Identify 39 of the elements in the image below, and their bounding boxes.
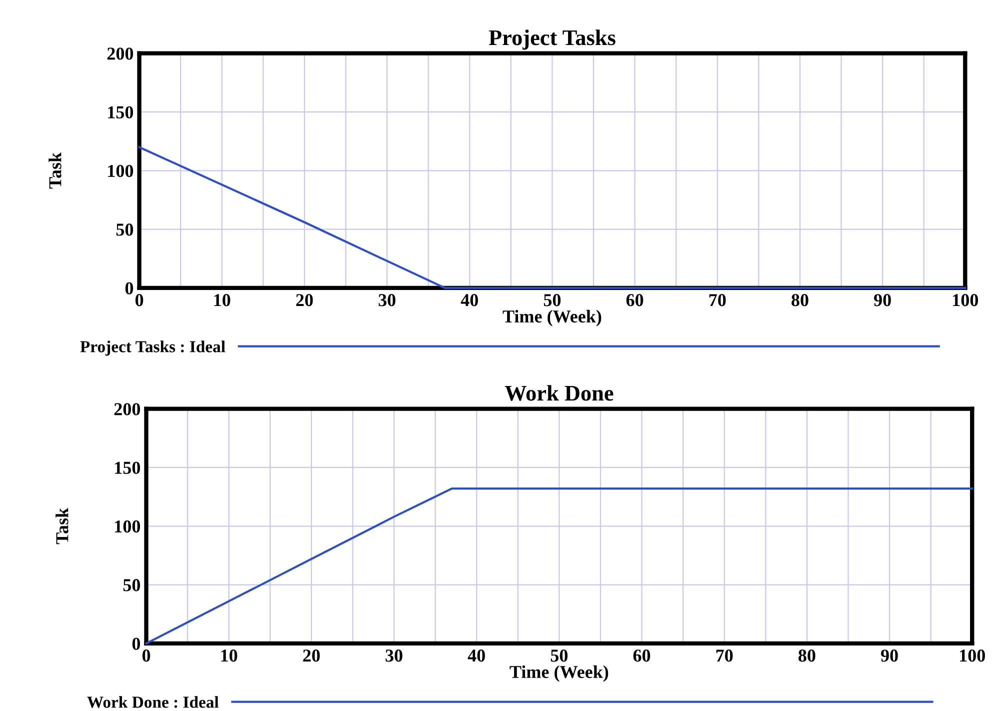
x-tick-label: 70	[716, 650, 733, 662]
x-tick-label: 60	[633, 650, 650, 662]
x-tick-label: 80	[792, 294, 808, 306]
x-axis-title: Time (Week)	[510, 665, 608, 682]
y-tick-label: 50	[123, 579, 140, 592]
x-tick-label: 0	[142, 650, 150, 662]
x-tick-label: 40	[460, 294, 478, 306]
x-tick-label: 60	[626, 294, 644, 306]
x-tick-label: 40	[468, 650, 485, 662]
y-tick-label: 200	[107, 48, 134, 60]
y-tick-label: 50	[116, 224, 134, 236]
chart-title: Project Tasks	[488, 30, 616, 50]
x-tick-label: 80	[798, 650, 816, 662]
x-tick-label: 70	[709, 294, 726, 306]
x-tick-label: 90	[874, 294, 891, 306]
x-tick-label: 90	[880, 650, 898, 662]
x-tick-label: 20	[296, 294, 313, 306]
y-tick-label: 100	[115, 520, 140, 533]
x-tick-label: 50	[544, 294, 561, 306]
y-tick-label: 150	[108, 106, 134, 118]
x-axis-title: Time (Week)	[502, 310, 602, 326]
x-tick-label: 20	[303, 650, 320, 662]
text: Work Done : Ideal	[87, 696, 219, 708]
y-tick-label: 100	[108, 164, 134, 178]
y-axis-title: Task	[56, 508, 68, 544]
x-tick-label: 10	[214, 294, 230, 306]
chart-title: Work Done	[504, 385, 614, 401]
x-tick-label: 100	[953, 294, 978, 306]
y-tick-label: 0	[132, 638, 140, 650]
y-axis-title: Task	[48, 152, 62, 189]
text: Project Tasks : Ideal	[80, 340, 226, 356]
x-tick-label: 30	[378, 294, 396, 306]
x-tick-label: 50	[550, 650, 568, 662]
x-tick-label: 30	[386, 650, 402, 662]
y-tick-label: 0	[125, 282, 134, 294]
y-tick-label: 200	[114, 403, 140, 416]
y-tick-label: 150	[115, 462, 140, 474]
x-tick-label: 100	[960, 650, 985, 662]
x-tick-label: 10	[221, 650, 238, 662]
